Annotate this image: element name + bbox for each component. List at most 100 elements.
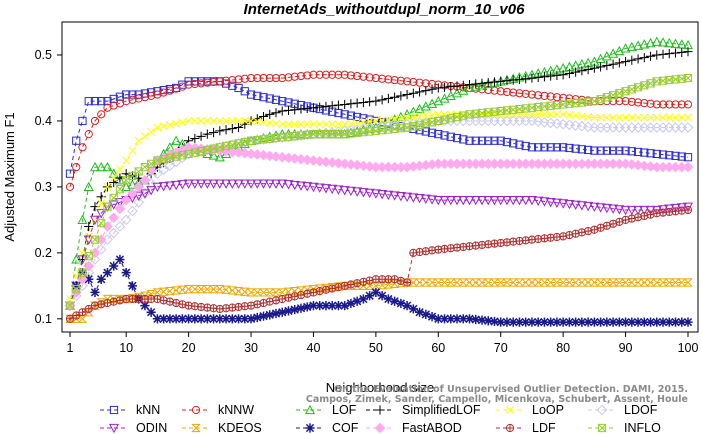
series-point [264, 150, 276, 162]
series-point [526, 115, 538, 127]
series-point [402, 301, 412, 311]
series-point [246, 73, 256, 83]
series-point [102, 161, 113, 172]
series-point [609, 113, 618, 122]
series-point [147, 127, 156, 136]
series-point [495, 195, 506, 206]
series-point [364, 188, 375, 199]
series-point [552, 70, 562, 81]
series-point [451, 195, 463, 206]
legend-label: LoOP [532, 403, 564, 417]
series-point [627, 113, 636, 122]
series-point [489, 316, 500, 327]
series-point [351, 159, 363, 171]
series-point [276, 151, 288, 163]
series-line [69, 51, 689, 306]
series-point [552, 143, 562, 152]
series-point [146, 307, 156, 317]
series-point [502, 76, 512, 86]
x-tick-label: 30 [244, 341, 258, 355]
series-point [190, 314, 200, 324]
series-point [677, 100, 686, 109]
series-point [196, 314, 206, 324]
series-point [489, 195, 500, 206]
series-point [171, 135, 182, 145]
series-point [514, 195, 525, 206]
series-point [496, 87, 505, 96]
series-point [508, 195, 519, 206]
series-point [339, 158, 350, 170]
series-point [458, 278, 469, 287]
series-point [670, 38, 681, 48]
series-point [564, 317, 574, 327]
series-point [326, 157, 338, 168]
series-point [365, 117, 374, 126]
series-point [353, 112, 362, 122]
series-point [221, 76, 231, 85]
series-point [340, 301, 350, 311]
x-tick-label: 10 [119, 341, 133, 355]
series-point [290, 120, 299, 129]
series-point [128, 146, 137, 155]
series-point [615, 146, 624, 155]
series-point [358, 97, 368, 108]
x-tick-label: 70 [494, 341, 508, 355]
series-point [289, 180, 300, 191]
series-point [214, 179, 225, 189]
series-point [559, 93, 568, 102]
series-point [671, 100, 680, 109]
series-point [315, 70, 324, 79]
series-point [634, 113, 643, 122]
series-point [533, 72, 543, 83]
series-point [521, 89, 530, 98]
series-point [526, 195, 537, 206]
series-point [446, 82, 456, 92]
series-point [502, 317, 512, 327]
series-point [114, 221, 126, 232]
series-point [509, 88, 518, 97]
series-point [109, 174, 118, 183]
series-point [127, 188, 138, 199]
series-point [333, 301, 344, 311]
series-point [603, 222, 611, 230]
legend-swatch-marker [191, 423, 201, 433]
series-point [177, 314, 187, 324]
series-point [245, 179, 257, 189]
series-point [639, 205, 650, 216]
series-point [552, 278, 562, 287]
series-point [190, 79, 199, 89]
series-point [421, 111, 430, 120]
series-point [621, 97, 630, 106]
series-point [270, 151, 282, 162]
series-point [564, 68, 574, 79]
series-point [159, 122, 168, 131]
series-point [427, 98, 438, 108]
series-point [190, 133, 200, 144]
series-point [439, 93, 450, 103]
series-point [196, 131, 206, 141]
series-point [340, 110, 349, 119]
series-point [565, 111, 574, 119]
series-point [209, 77, 218, 87]
series-point [297, 120, 305, 129]
series-point [271, 73, 281, 83]
legend-item-loop: LoOP [496, 403, 564, 417]
series-point [147, 91, 156, 100]
series-point [114, 203, 126, 215]
series-point [171, 314, 181, 324]
legend-swatch-marker [305, 423, 315, 433]
series-point [78, 143, 87, 152]
y-tick-label: 0.4 [35, 114, 52, 128]
series-point [146, 186, 157, 196]
series-point [552, 317, 562, 327]
series-point [408, 193, 419, 203]
series-point [665, 151, 674, 160]
series-point [290, 304, 300, 315]
series-point [114, 198, 125, 208]
series-point [315, 102, 325, 112]
legend-label: LOF [332, 403, 357, 417]
series-point [383, 280, 394, 289]
series-point [508, 278, 519, 287]
legend-label: INFLO [624, 421, 661, 434]
series-point [420, 101, 431, 111]
